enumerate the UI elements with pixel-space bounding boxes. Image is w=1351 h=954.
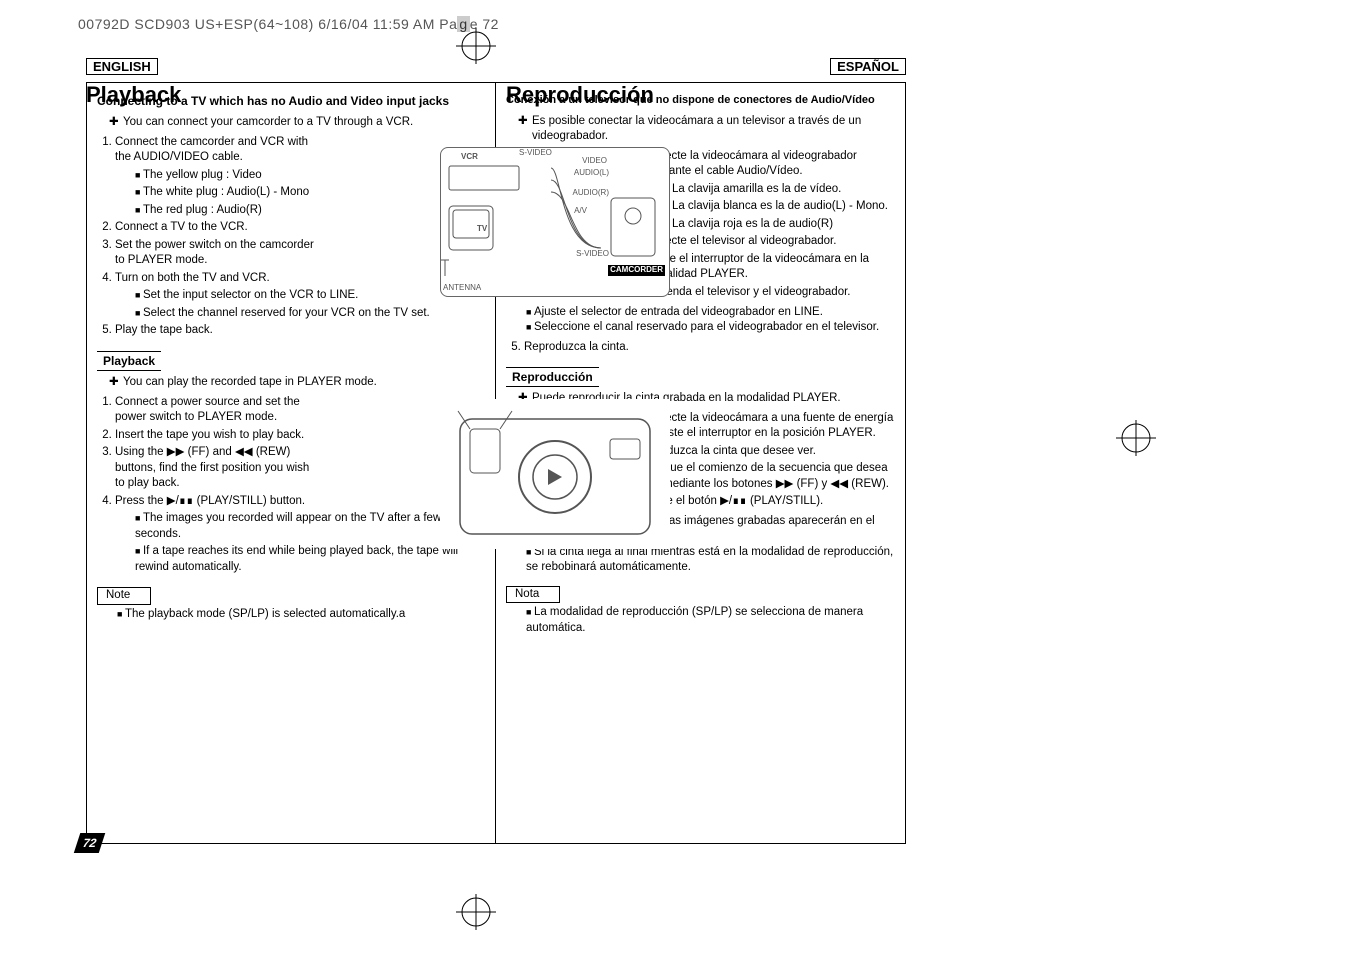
plug-yellow-es: La clavija amarilla es la de vídeo. — [664, 182, 895, 198]
turnon-2-es: Seleccione el canal reservado para el vi… — [526, 320, 895, 336]
plug-red: The red plug : Audio(R) — [135, 203, 485, 219]
note-box-right: Nota — [506, 586, 560, 604]
page-wrapper: 00792D SCD903 US+ESP(64~108) 6/16/04 11:… — [66, 0, 926, 954]
plug-white-es: La clavija blanca es la de audio(L) - Mo… — [664, 199, 895, 215]
step-1-es: Conecte la videocámara al videograbador … — [644, 149, 895, 233]
subhead-playback-box: Playback — [97, 351, 161, 371]
crop-mark-bottom — [446, 894, 506, 930]
plug-bullets-es: La clavija amarilla es la de vídeo. La c… — [644, 182, 895, 233]
note-body-list-right: La modalidad de reproducción (SP/LP) se … — [506, 605, 895, 636]
turnon-bullets-es: Ajuste el selector de entrada del videog… — [506, 305, 895, 336]
pstep-3: Using the ▶▶ (FF) and ◀◀ (REW) buttons, … — [115, 445, 485, 492]
turnon-bullets: Set the input selector on the VCR to LIN… — [115, 288, 485, 321]
page-number: 72 — [74, 833, 106, 853]
steps-playback: Connect a power source and set the power… — [97, 395, 485, 576]
plug-red-es: La clavija roja es la de audio(R) — [664, 217, 895, 233]
pstep-3-es: Busque el comienzo de la secuencia que d… — [644, 461, 895, 492]
step-2-text: Connect a TV to the VCR. — [115, 220, 315, 236]
plus-icon: ✚ — [518, 114, 532, 145]
step-1-es-text: Conecte la videocámara al videograbador … — [644, 150, 857, 178]
step-2: Connect a TV to the VCR. — [115, 220, 485, 236]
note-line-1-es-text: Es posible conectar la videocámara a un … — [532, 114, 895, 145]
note-line-2: ✚You can play the recorded tape in PLAYE… — [109, 375, 485, 391]
press-2-es: Si la cinta llega al final mientras está… — [526, 545, 895, 576]
pstep-1: Connect a power source and set the power… — [115, 395, 485, 426]
two-column-layout: Connecting to a TV which has no Audio an… — [87, 83, 905, 843]
crop-mark-right — [1106, 420, 1166, 461]
lang-label-english: ENGLISH — [86, 58, 158, 75]
step-4-text: Turn on both the TV and VCR. — [115, 272, 270, 284]
step-3-es: Ajuste el interruptor de la videocámara … — [644, 252, 895, 283]
crop-mark-top — [446, 28, 506, 64]
pstep-2-es: Introduzca la cinta que desee ver. — [644, 444, 895, 460]
note-box-left: Note — [97, 587, 151, 605]
pstep-2: Insert the tape you wish to play back. — [115, 428, 485, 444]
lang-label-spanish: ESPAÑOL — [830, 58, 906, 75]
pstep-2-text: Insert the tape you wish to play back. — [115, 428, 315, 444]
pstep-1-es: Conecte la videocámara a una fuente de e… — [644, 411, 895, 442]
step-3-text: Set the power switch on the camcorder to… — [115, 238, 315, 269]
step-5-es: Reproduzca la cinta. — [524, 340, 895, 356]
camcorder-diagram — [440, 399, 670, 549]
pstep-4-text: Press the ▶/∎∎ (PLAY/STILL) button. — [115, 495, 305, 507]
step-4-es: Encienda el televisor y el videograbador… — [644, 285, 895, 301]
note-line-2-text: You can play the recorded tape in PLAYER… — [123, 375, 377, 391]
column-english: Connecting to a TV which has no Audio an… — [87, 83, 496, 843]
pstep-1-text: Connect a power source and set the power… — [115, 395, 315, 426]
connection-diagram: VCR TV ANTENNA S-VIDEO VIDEO AUDIO(L) AU… — [440, 147, 670, 297]
plug-white: The white plug : Audio(L) - Mono — [135, 185, 485, 201]
step-5: Play the tape back. — [115, 323, 485, 339]
subhead-connecting: Connecting to a TV which has no Audio an… — [97, 93, 485, 109]
note-label-left: Note — [106, 589, 130, 601]
note-label-right: Nota — [515, 588, 539, 600]
note-line-1-text: You can connect your camcorder to a TV t… — [123, 115, 413, 131]
plus-icon: ✚ — [109, 115, 123, 131]
pstep-4: Press the ▶/∎∎ (PLAY/STILL) button. The … — [115, 494, 485, 576]
press-bullets: The images you recorded will appear on t… — [115, 511, 485, 575]
plug-yellow: The yellow plug : Video — [135, 168, 485, 184]
pstep-3-text: Using the ▶▶ (FF) and ◀◀ (REW) buttons, … — [115, 445, 315, 492]
note-body-list-left: The playback mode (SP/LP) is selected au… — [97, 607, 485, 623]
turnon-1-es: Ajuste el selector de entrada del videog… — [526, 305, 895, 321]
page-number-badge: 72 — [77, 833, 102, 853]
pstep-4-es: Pulse el botón ▶/∎∎ (PLAY/STILL). — [644, 494, 895, 510]
step-4: Turn on both the TV and VCR. Set the inp… — [115, 271, 485, 322]
turnon-1: Set the input selector on the VCR to LIN… — [135, 288, 485, 304]
plug-bullets: The yellow plug : Video The white plug :… — [115, 168, 485, 219]
subhead-reproduccion-box: Reproducción — [506, 367, 599, 387]
note-body-left: The playback mode (SP/LP) is selected au… — [117, 607, 485, 623]
steps-connect-es-5: Reproduzca la cinta. — [506, 340, 895, 356]
step-3: Set the power switch on the camcorder to… — [115, 238, 485, 269]
step-1: Connect the camcorder and VCR with the A… — [115, 135, 485, 219]
subhead-conexion: Conexión a un televisor que no dispone d… — [506, 93, 895, 108]
step-1-text: Connect the camcorder and VCR with the A… — [115, 135, 315, 166]
note-line-1-es: ✚Es posible conectar la videocámara a un… — [518, 114, 895, 145]
turnon-2: Select the channel reserved for your VCR… — [135, 306, 485, 322]
note-body-right: La modalidad de reproducción (SP/LP) se … — [526, 605, 895, 636]
steps-connect: Connect the camcorder and VCR with the A… — [97, 135, 485, 339]
note-line-1: ✚You can connect your camcorder to a TV … — [109, 115, 485, 131]
press-2: If a tape reaches its end while being pl… — [135, 544, 485, 575]
step-2-es: Conecte el televisor al videograbador. — [644, 234, 895, 250]
plus-icon: ✚ — [109, 375, 123, 391]
print-header-a: 00792D SCD903 US+ESP(64~108) 6/16/04 11:… — [78, 16, 457, 32]
press-1: The images you recorded will appear on t… — [135, 511, 485, 542]
content-box: Connecting to a TV which has no Audio an… — [86, 82, 906, 844]
